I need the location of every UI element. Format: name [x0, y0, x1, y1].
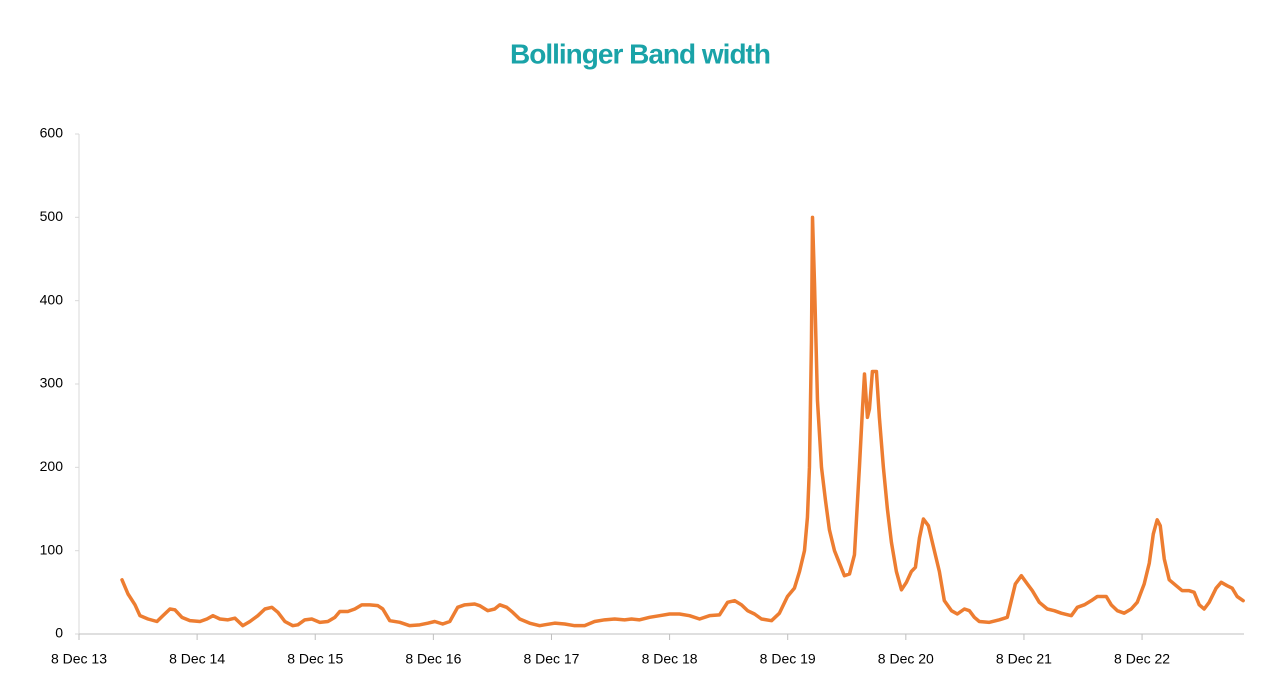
y-tick-label: 600 — [40, 125, 64, 141]
y-tick-label: 0 — [55, 625, 63, 641]
data-line — [120, 215, 1245, 628]
x-tick-label: 8 Dec 14 — [169, 651, 225, 667]
x-tick-label: 8 Dec 18 — [642, 651, 698, 667]
y-tick-label: 200 — [40, 458, 64, 474]
x-tick-label: 8 Dec 19 — [760, 651, 816, 667]
x-tick-label: 8 Dec 17 — [523, 651, 579, 667]
x-tick-label: 8 Dec 16 — [405, 651, 461, 667]
y-tick-label: 300 — [40, 375, 64, 391]
y-tick-label: 100 — [40, 541, 64, 557]
x-tick-label: 8 Dec 15 — [287, 651, 343, 667]
x-tick-label: 8 Dec 20 — [878, 651, 934, 667]
x-tick-label: 8 Dec 22 — [1114, 651, 1170, 667]
y-tick-label: 500 — [40, 208, 64, 224]
chart-title: Bollinger Band width — [510, 38, 770, 69]
x-tick-label: 8 Dec 13 — [51, 651, 107, 667]
x-tick-label: 8 Dec 21 — [996, 651, 1052, 667]
y-tick-label: 400 — [40, 291, 64, 307]
